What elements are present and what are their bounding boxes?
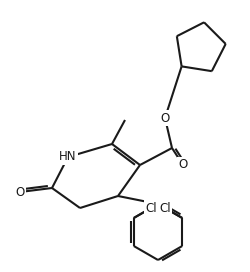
Text: O: O bbox=[160, 112, 170, 125]
Text: Cl: Cl bbox=[159, 202, 171, 215]
Text: Cl: Cl bbox=[145, 202, 157, 215]
Text: O: O bbox=[16, 186, 24, 199]
Text: O: O bbox=[178, 159, 188, 172]
Text: HN: HN bbox=[59, 150, 77, 163]
